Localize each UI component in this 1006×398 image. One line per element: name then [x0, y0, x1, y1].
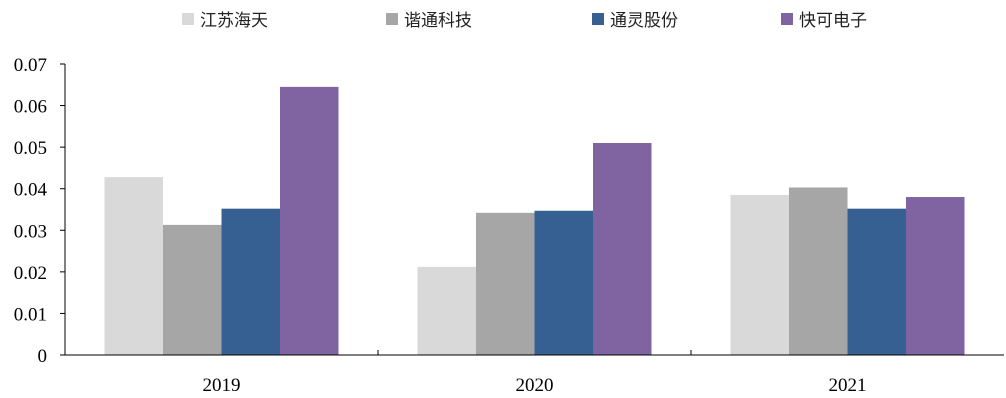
bar — [476, 212, 535, 355]
x-axis-ticks: 2019 2020 2021 — [203, 350, 867, 396]
legend-label: 快可电子 — [799, 11, 867, 31]
bar-marks — [104, 86, 965, 355]
legend-swatch — [781, 12, 793, 25]
legend-label: 谐通科技 — [404, 11, 472, 31]
bar — [906, 197, 965, 355]
bar — [163, 224, 222, 355]
bar — [104, 177, 163, 355]
bar — [280, 86, 339, 355]
bar — [730, 194, 789, 355]
y-tick-label: 0.07 — [14, 55, 47, 76]
legend-label: 江苏海天 — [200, 11, 268, 31]
legend-item: 通灵股份 — [592, 6, 678, 31]
y-tick-label: 0.03 — [14, 221, 47, 242]
x-tick-label: 2021 — [829, 375, 867, 396]
bar — [847, 208, 906, 355]
y-tick-label: 0.02 — [14, 263, 47, 284]
y-tick-label: 0.01 — [14, 304, 47, 325]
legend-label: 通灵股份 — [610, 11, 678, 31]
bar — [789, 187, 848, 355]
legend-swatch — [182, 12, 194, 25]
bar — [417, 266, 476, 355]
legend-item: 谐通科技 — [386, 6, 472, 31]
x-tick-label: 2019 — [203, 375, 241, 396]
y-axis-ticks: 0 0.01 0.02 0.03 0.04 0.05 0.06 0.07 — [14, 55, 65, 367]
x-tick-label: 2020 — [516, 375, 554, 396]
y-tick-label: 0.06 — [14, 97, 47, 118]
bar — [534, 210, 593, 355]
bar — [593, 142, 652, 355]
legend-item: 江苏海天 — [182, 6, 268, 31]
y-tick-label: 0.04 — [14, 180, 48, 201]
legend-swatch — [592, 12, 604, 25]
y-tick-label: 0.05 — [14, 138, 47, 159]
legend-item: 快可电子 — [781, 6, 867, 31]
bar — [221, 208, 280, 355]
legend-swatch — [386, 12, 398, 25]
y-tick-label: 0 — [38, 346, 48, 367]
chart-legend: 江苏海天 谐通科技 通灵股份 快可电子 — [0, 6, 1006, 31]
